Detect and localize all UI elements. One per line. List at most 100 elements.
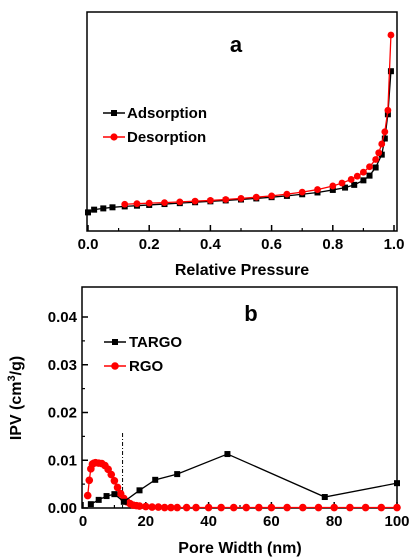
a-point-desorption — [283, 190, 291, 198]
legend-targo-marker — [112, 339, 118, 345]
b-x-tick-label: 100 — [384, 513, 409, 530]
a-point-desorption — [372, 156, 380, 163]
panel-a: a 0.0 0.2 0.4 0.6 0.8 1.0 Relative Pressure A… — [78, 11, 405, 279]
b-series-line-targo — [90, 453, 398, 505]
legend-adsorption-label: Adsorption — [127, 105, 207, 122]
a-point-desorption — [314, 186, 321, 193]
b-x-tick-label: 80 — [326, 513, 343, 530]
b-point-rgo — [267, 503, 276, 512]
b-point-targo — [103, 493, 110, 500]
panel-b-legend: TARGO RGO — [104, 334, 182, 375]
b-series-line-rgo — [87, 461, 397, 509]
a-point-desorption — [360, 168, 367, 176]
a-point-adsorption — [381, 135, 388, 142]
a-point-desorption — [384, 106, 392, 114]
a-point-adsorption — [100, 205, 107, 212]
b-x-tick-label: 40 — [200, 513, 217, 530]
panel-b-frame — [81, 286, 398, 509]
panel-b-series — [83, 451, 401, 512]
panel-a-letter: a — [230, 32, 243, 57]
b-y-tick-label: 0.04 — [48, 309, 78, 326]
b-y-tick-label: 0.01 — [48, 452, 77, 469]
legend-desorption-marker — [110, 133, 118, 141]
a-point-adsorption — [378, 151, 385, 158]
a-point-desorption — [121, 200, 129, 208]
a-point-desorption — [338, 179, 346, 187]
b-point-rgo — [167, 503, 175, 512]
a-point-desorption — [237, 195, 245, 202]
b-y-tick-label: 0.02 — [48, 405, 77, 422]
b-point-rgo — [110, 476, 119, 485]
a-point-desorption — [353, 172, 361, 180]
a-point-desorption — [176, 198, 184, 206]
a-x-tick-label: 1.0 — [384, 236, 405, 253]
a-point-adsorption — [351, 181, 358, 188]
legend-rgo-marker — [111, 362, 119, 370]
b-point-rgo — [377, 503, 386, 512]
b-point-targo — [321, 494, 328, 501]
a-x-tick-label: 0.0 — [78, 236, 99, 253]
a-point-adsorption — [329, 186, 336, 193]
b-point-targo — [87, 501, 94, 508]
b-point-targo — [224, 451, 231, 458]
b-point-targo — [136, 487, 143, 494]
a-series-line-adsorption — [87, 71, 392, 213]
b-y-tick-label: 0.03 — [48, 357, 77, 374]
b-point-rgo — [148, 503, 156, 511]
b-point-rgo — [107, 470, 116, 479]
legend-rgo-label: RGO — [129, 358, 164, 375]
b-y-tick-label: 0.00 — [48, 500, 77, 517]
a-point-adsorption — [85, 209, 91, 216]
a-point-adsorption — [387, 68, 394, 75]
b-point-rgo — [83, 491, 92, 500]
a-point-adsorption — [366, 172, 373, 179]
panel-b-ticks: 0 20 40 60 80 100 0.00 0.01 0.02 0.03 0.04 — [48, 309, 410, 530]
b-point-rgo — [361, 503, 370, 512]
b-x-tick-label: 0 — [79, 513, 87, 530]
a-point-adsorption — [91, 206, 98, 213]
b-point-targo — [95, 496, 102, 503]
panel-b: b 0 20 40 60 80 100 0.00 0.01 0.02 0.03 0.04 Pore … — [6, 286, 410, 557]
panel-a-x-axis-title: Relative Pressure — [175, 262, 309, 279]
a-point-adsorption — [360, 177, 367, 184]
a-point-desorption — [347, 176, 355, 183]
legend-desorption-label: Desorption — [127, 129, 206, 146]
b-point-rgo — [113, 483, 122, 492]
b-point-rgo — [85, 476, 94, 485]
b-point-rgo — [192, 503, 200, 512]
panel-b-x-axis-title: Pore Width (nm) — [178, 540, 301, 557]
legend-adsorption-marker — [111, 110, 117, 116]
b-point-rgo — [346, 503, 354, 512]
b-point-targo — [111, 491, 118, 498]
a-point-adsorption — [342, 184, 349, 191]
legend-targo-label: TARGO — [129, 334, 182, 351]
b-point-rgo — [283, 503, 291, 512]
b-x-tick-label: 60 — [263, 513, 280, 530]
b-point-rgo — [255, 503, 263, 512]
a-point-adsorption — [109, 204, 116, 211]
b-point-rgo — [217, 503, 225, 512]
a-point-desorption — [387, 31, 395, 39]
b-point-rgo — [173, 503, 181, 512]
panel-b-y-axis-title: IPV (cm3/g) — [6, 356, 25, 440]
b-point-rgo — [229, 503, 238, 512]
b-point-rgo — [154, 503, 163, 511]
b-point-rgo — [242, 503, 251, 512]
b-point-rgo — [160, 503, 169, 512]
b-point-rgo — [330, 503, 339, 512]
b-x-tick-label: 20 — [137, 513, 154, 530]
panel-a-legend: Adsorption Desorption — [103, 105, 207, 146]
a-point-desorption — [222, 196, 230, 203]
b-point-rgo — [204, 503, 213, 512]
b-point-rgo — [135, 502, 144, 510]
a-point-desorption — [298, 188, 306, 196]
b-point-targo — [152, 476, 159, 483]
a-point-desorption — [133, 200, 141, 208]
a-point-desorption — [161, 199, 168, 207]
a-point-desorption — [191, 197, 199, 205]
panel-a-series — [85, 31, 395, 216]
a-point-desorption — [375, 149, 383, 157]
a-point-desorption — [329, 182, 337, 190]
a-point-desorption — [207, 197, 214, 204]
